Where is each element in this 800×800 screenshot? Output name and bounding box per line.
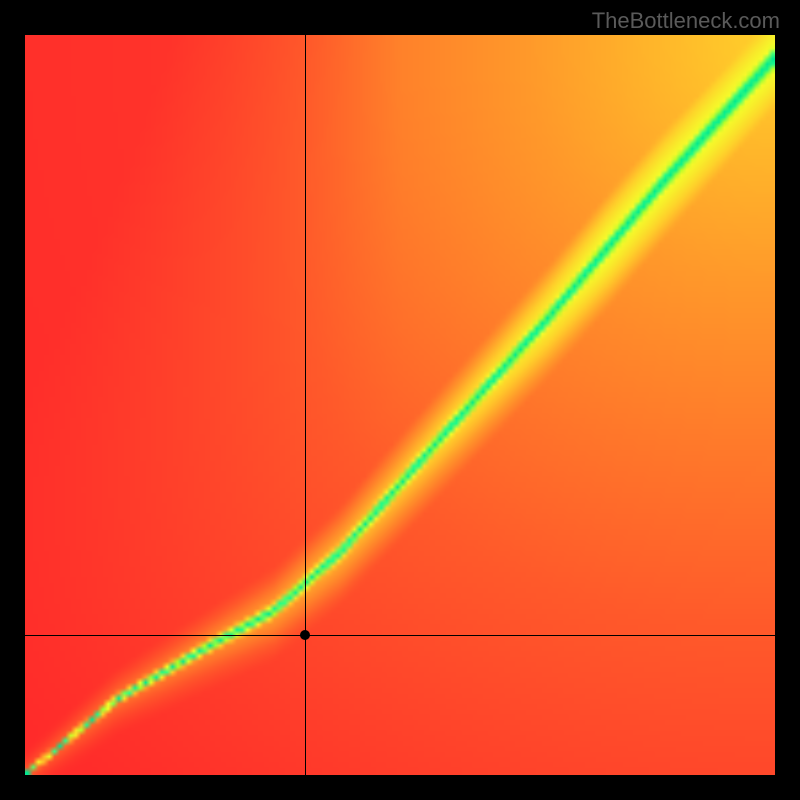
watermark-text: TheBottleneck.com (592, 8, 780, 34)
heatmap-canvas (25, 35, 775, 775)
plot-area (25, 35, 775, 775)
marker-dot (300, 630, 310, 640)
crosshair-horizontal (25, 635, 775, 636)
crosshair-vertical (305, 35, 306, 775)
